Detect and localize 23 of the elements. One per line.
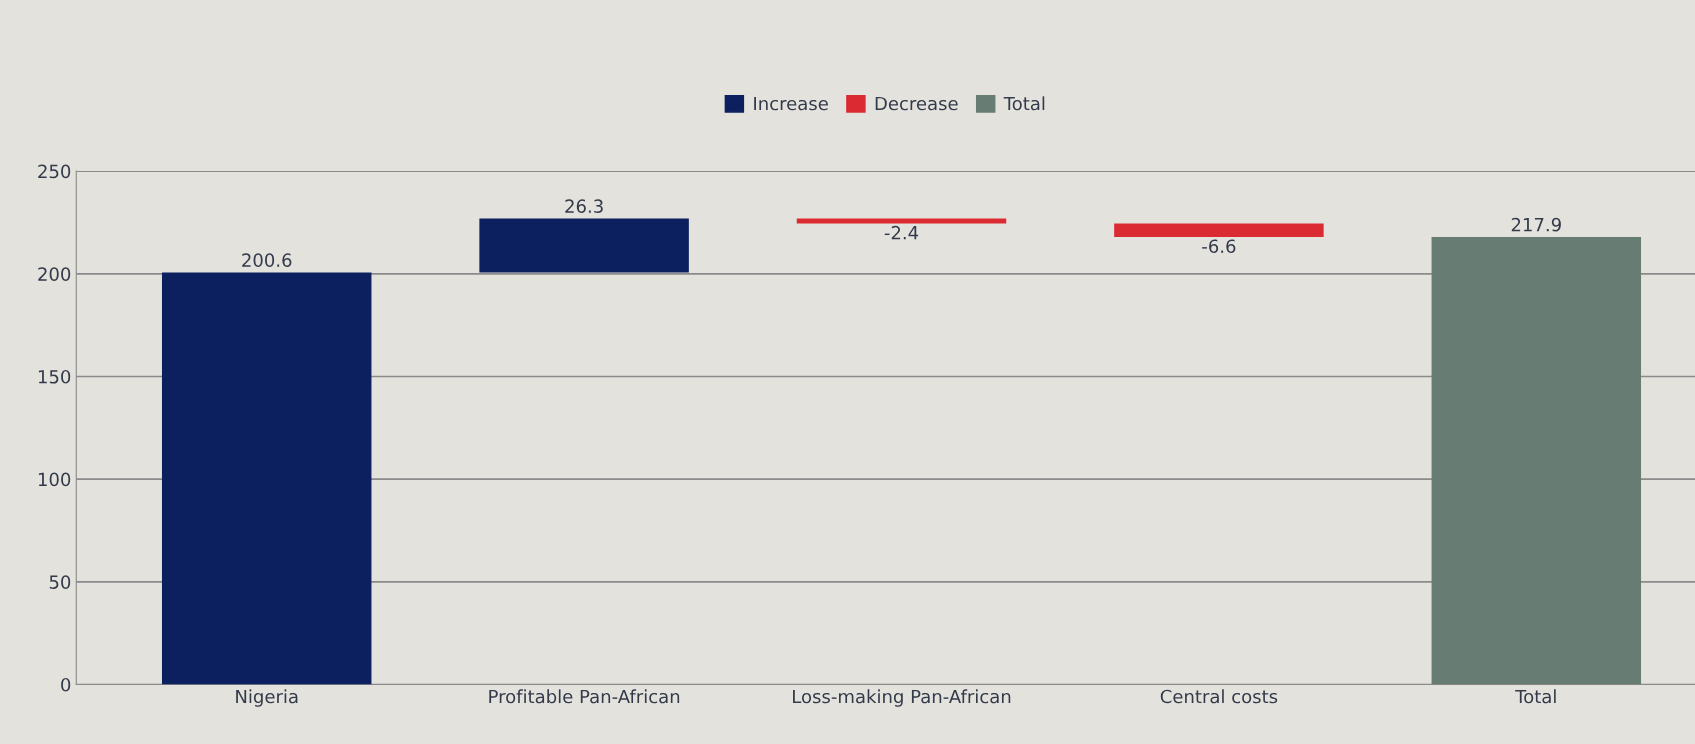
data-label: 26.3 — [565, 199, 603, 213]
data-label: 217.9 — [1511, 217, 1561, 232]
x-tick-label: Central costs — [1160, 689, 1278, 704]
x-tick-label: Nigeria — [236, 689, 298, 707]
y-tick-label: 100 — [38, 472, 71, 487]
x-tick-label: Profitable Pan-African — [489, 689, 680, 704]
data-label: 200.6 — [242, 253, 292, 268]
data-label: -6.6 — [1202, 239, 1236, 254]
bar — [161, 272, 372, 685]
legend-label: Increase — [754, 96, 828, 111]
x-tick-label: Total — [1515, 689, 1556, 704]
bar — [1431, 237, 1642, 685]
y-tick-label: 200 — [38, 267, 71, 281]
y-tick-label: 250 — [38, 164, 71, 179]
bar — [479, 218, 689, 273]
y-tick-label: 0 — [61, 677, 71, 692]
legend-label: Total — [1003, 96, 1045, 111]
x-tick-label: Loss-making Pan-African — [793, 689, 1011, 707]
bar — [1114, 223, 1324, 238]
y-tick-label: 50 — [49, 575, 71, 589]
y-tick-label: 150 — [38, 369, 71, 384]
legend-label: Decrease — [875, 96, 958, 111]
data-label: -2.4 — [884, 225, 919, 240]
